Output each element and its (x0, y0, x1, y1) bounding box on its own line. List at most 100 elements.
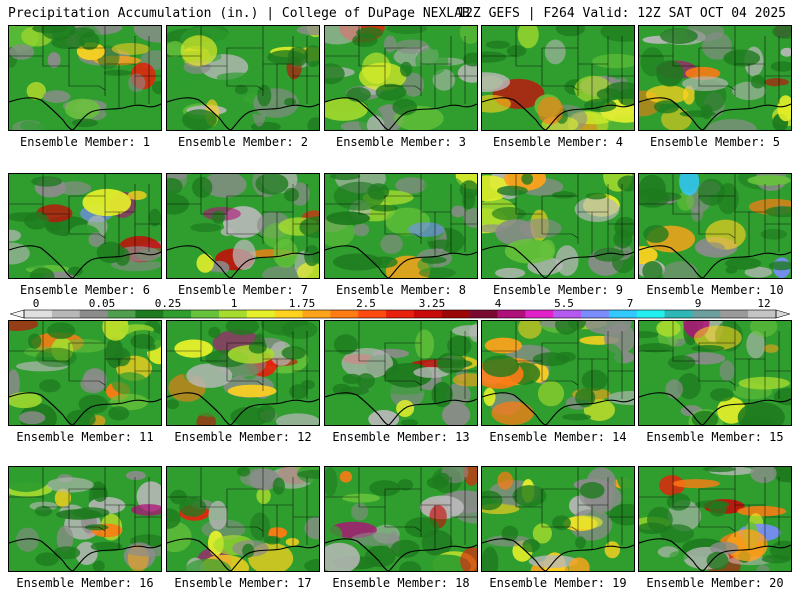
precip-blob (209, 501, 228, 530)
precip-blob (43, 90, 71, 103)
precip-blob (394, 40, 429, 54)
panel-label: Ensemble Member: 20 (635, 576, 795, 590)
precip-blob (667, 493, 691, 510)
colorbar-bin (637, 310, 665, 318)
panel-label: Ensemble Member: 10 (635, 283, 795, 297)
precip-blob (376, 84, 407, 101)
precip-blob (695, 500, 729, 508)
precip-blob (423, 175, 463, 196)
ensemble-map-panel (166, 320, 320, 426)
precip-blob (128, 191, 147, 200)
precip-blob (353, 223, 369, 236)
precip-blob (597, 88, 622, 100)
precip-map (167, 321, 319, 425)
precip-blob (217, 73, 258, 83)
precip-blob (495, 268, 525, 278)
precip-map (639, 467, 791, 571)
precip-blob (552, 515, 571, 530)
precip-blob (492, 207, 526, 220)
precip-blob (698, 179, 725, 206)
ensemble-map-panel (8, 25, 162, 131)
colorbar-bin (553, 310, 581, 318)
precip-blob (126, 471, 146, 480)
panel-label: Ensemble Member: 5 (635, 135, 795, 149)
panel-label: Ensemble Member: 7 (163, 283, 323, 297)
precip-colorbar (10, 309, 790, 319)
colorbar-bin (414, 310, 442, 318)
precip-blob (408, 222, 444, 237)
precip-map (639, 26, 791, 130)
precip-blob (507, 45, 526, 57)
precip-map (167, 467, 319, 571)
precip-blob (575, 197, 620, 222)
precip-blob (273, 478, 285, 495)
precip-blob (233, 240, 256, 270)
precip-blob (286, 538, 299, 546)
precip-blob (80, 374, 106, 393)
ensemble-map-panel (324, 25, 478, 131)
precip-blob (484, 388, 496, 406)
precip-map (325, 26, 477, 130)
panel-label: Ensemble Member: 11 (5, 430, 165, 444)
precip-blob (97, 242, 125, 264)
ensemble-map-panel (324, 466, 478, 572)
precip-blob (257, 405, 276, 423)
precip-blob (643, 225, 668, 243)
colorbar-min-arrow (10, 310, 24, 318)
precip-blob (660, 28, 698, 44)
colorbar-bin (80, 310, 108, 318)
colorbar-bin (163, 310, 191, 318)
precip-blob (301, 380, 315, 390)
ensemble-map-panel (166, 466, 320, 572)
precip-blob (267, 50, 305, 64)
precip-blob (415, 330, 434, 360)
precip-blob (669, 551, 688, 561)
precip-blob (68, 267, 83, 276)
panel-label: Ensemble Member: 18 (321, 576, 481, 590)
ensemble-map-panel (481, 466, 635, 572)
precip-map (639, 174, 791, 278)
chart-title: Precipitation Accumulation (in.) | Colle… (8, 6, 470, 22)
colorbar-bin (303, 310, 331, 318)
colorbar-bin (581, 310, 609, 318)
precip-blob (19, 411, 45, 424)
precip-blob (113, 348, 131, 366)
precip-blob (482, 355, 519, 377)
precip-blob (39, 379, 60, 392)
precip-blob (282, 321, 318, 339)
colorbar-bin (525, 310, 553, 318)
colorbar-bin (442, 310, 470, 318)
precip-blob (284, 188, 299, 202)
ensemble-map-panel (638, 320, 792, 426)
precip-blob (31, 176, 62, 186)
precip-map (482, 174, 634, 278)
precip-blob (582, 370, 608, 391)
precip-map (325, 467, 477, 571)
ensemble-map-panel (481, 173, 635, 279)
precip-blob (680, 110, 716, 117)
precip-blob (255, 174, 288, 195)
precip-blob (48, 52, 61, 68)
colorbar-bin (275, 310, 303, 318)
precip-blob (751, 75, 765, 89)
precip-map (167, 26, 319, 130)
model-run-info: 12Z GEFS | F264 Valid: 12Z SAT OCT 04 20… (457, 6, 786, 22)
precip-blob (282, 346, 306, 360)
precip-blob (182, 109, 217, 130)
precip-blob (351, 503, 368, 521)
precip-blob (520, 219, 562, 239)
precip-blob (46, 477, 94, 492)
precip-blob (538, 381, 564, 406)
precip-blob (769, 359, 786, 368)
precip-blob (720, 360, 735, 381)
precip-blob (682, 76, 728, 91)
ensemble-map-panel (324, 173, 478, 279)
precip-blob (672, 479, 720, 488)
precip-blob (747, 175, 791, 186)
precip-blob (384, 36, 396, 53)
colorbar-bin (665, 310, 693, 318)
ensemble-map-panel (166, 173, 320, 279)
precip-blob (497, 186, 528, 196)
precip-blob (112, 43, 150, 55)
precip-map (639, 321, 791, 425)
